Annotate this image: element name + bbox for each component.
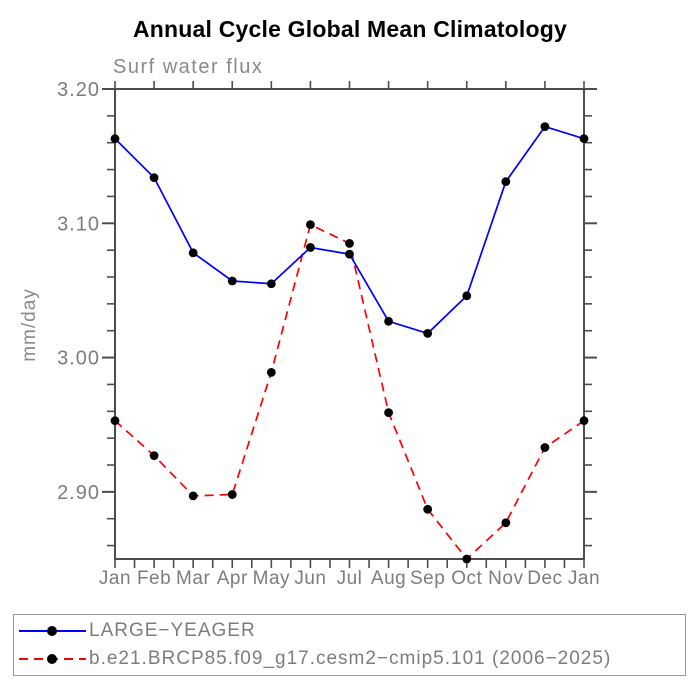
- data-point-marker: [227, 276, 237, 286]
- x-tick-label: Nov: [488, 568, 523, 589]
- legend-marker-dot-icon: [47, 654, 57, 665]
- x-tick-label: Jan: [568, 568, 600, 589]
- x-tick-label: Oct: [451, 568, 482, 589]
- x-tick-label: Aug: [371, 568, 406, 589]
- data-point-marker: [266, 367, 276, 377]
- x-tick-label: Apr: [217, 568, 248, 589]
- data-point-marker: [462, 291, 472, 301]
- legend-label: LARGE−YEAGER: [89, 619, 256, 641]
- data-point-marker: [110, 416, 120, 426]
- data-point-marker: [306, 220, 315, 230]
- series-line-cesm2-run: [114, 223, 585, 561]
- data-point-marker: [501, 177, 511, 187]
- x-tick-label: Jan: [99, 568, 131, 589]
- legend-item-cesm2-run: b.e21.BRCP85.f09_g17.cesm2−cmip5.101 (20…: [19, 646, 685, 672]
- x-tick-label: Dec: [527, 568, 562, 589]
- data-point-marker: [384, 316, 393, 326]
- legend-item-large-yeager: LARGE−YEAGER: [19, 618, 685, 644]
- data-point-marker: [110, 134, 120, 144]
- data-point-marker: [384, 408, 393, 418]
- data-point-marker: [149, 173, 159, 183]
- x-tick-label: Jul: [337, 568, 363, 589]
- data-point-marker: [227, 490, 237, 499]
- chart-subtitle: Surf water flux: [113, 56, 264, 78]
- chart-title: Annual Cycle Global Mean Climatology: [132, 16, 568, 42]
- data-point-marker: [423, 329, 433, 338]
- data-point-marker: [345, 239, 354, 248]
- x-tick-label: Feb: [137, 568, 171, 589]
- data-point-marker: [423, 504, 433, 514]
- legend-line-sample-red-dashed: [19, 654, 86, 665]
- data-point-marker: [462, 554, 472, 564]
- x-tick-label: Jun: [294, 568, 326, 589]
- data-point-marker: [579, 134, 589, 144]
- data-point-marker: [501, 518, 511, 528]
- x-tick-label: Mar: [176, 568, 210, 589]
- data-point-marker: [188, 248, 198, 258]
- data-point-marker: [540, 122, 550, 131]
- legend-label: b.e21.BRCP85.f09_g17.cesm2−cmip5.101 (20…: [89, 648, 612, 670]
- data-point-marker: [188, 491, 198, 501]
- legend-line-sample-blue-solid: [19, 625, 86, 636]
- y-tick-label: 3.00: [57, 348, 100, 370]
- series-line-large-yeager: [114, 125, 585, 335]
- y-tick-label: 2.90: [57, 482, 100, 504]
- data-point-marker: [345, 249, 354, 259]
- data-point-marker: [579, 416, 589, 426]
- data-point-marker: [540, 443, 550, 452]
- legend-box: LARGE−YEAGER b.e21.BRCP85.f09_g17.cesm2−…: [13, 614, 686, 676]
- x-tick-label: Sep: [410, 568, 445, 589]
- x-tick-label: May: [253, 568, 290, 589]
- data-point-marker: [266, 279, 276, 289]
- data-point-marker: [149, 451, 159, 460]
- legend-marker-dot-icon: [47, 625, 57, 636]
- y-tick-label: 3.10: [57, 213, 100, 235]
- data-point-marker: [306, 243, 315, 252]
- y-tick-label: 3.20: [57, 79, 100, 101]
